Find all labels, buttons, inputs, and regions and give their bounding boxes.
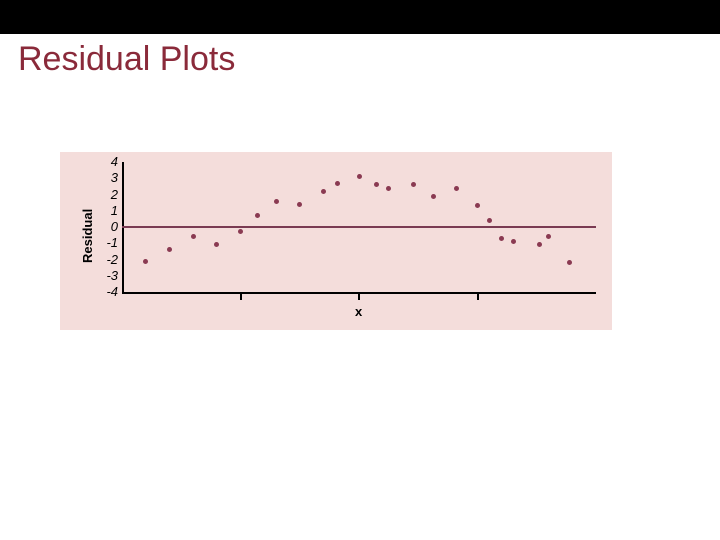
data-point [335, 181, 340, 186]
zero-reference-line [122, 226, 596, 228]
y-tick-label: -2 [92, 252, 118, 267]
data-point [191, 234, 196, 239]
data-point [487, 218, 492, 223]
data-point [499, 236, 504, 241]
data-point [255, 213, 260, 218]
y-tick-label: 4 [92, 154, 118, 169]
y-tick-label: 2 [92, 187, 118, 202]
y-tick-label: -1 [92, 235, 118, 250]
y-tick-label: 3 [92, 170, 118, 185]
y-tick-label: -3 [92, 268, 118, 283]
top-bar [0, 0, 720, 34]
data-point [274, 199, 279, 204]
y-axis-label: Residual [80, 209, 95, 263]
data-point [431, 194, 436, 199]
x-axis-label: x [355, 304, 362, 319]
data-point [386, 186, 391, 191]
data-point [143, 259, 148, 264]
data-point [297, 202, 302, 207]
data-point [511, 239, 516, 244]
data-point [454, 186, 459, 191]
y-tick-label: 1 [92, 203, 118, 218]
chart-background [60, 152, 612, 330]
x-tick-mark [240, 292, 242, 300]
y-tick-label: -4 [92, 284, 118, 299]
residual-chart-panel: -4-3-2 -1012 34 Residual x [60, 152, 612, 330]
slide-title: Residual Plots [18, 40, 235, 79]
data-point [357, 174, 362, 179]
x-tick-mark [477, 292, 479, 300]
data-point [321, 189, 326, 194]
slide-root: Residual Plots -4-3-2 -1012 34 Residual x [0, 0, 720, 540]
y-tick-label: 0 [92, 219, 118, 234]
x-tick-mark [358, 292, 360, 300]
